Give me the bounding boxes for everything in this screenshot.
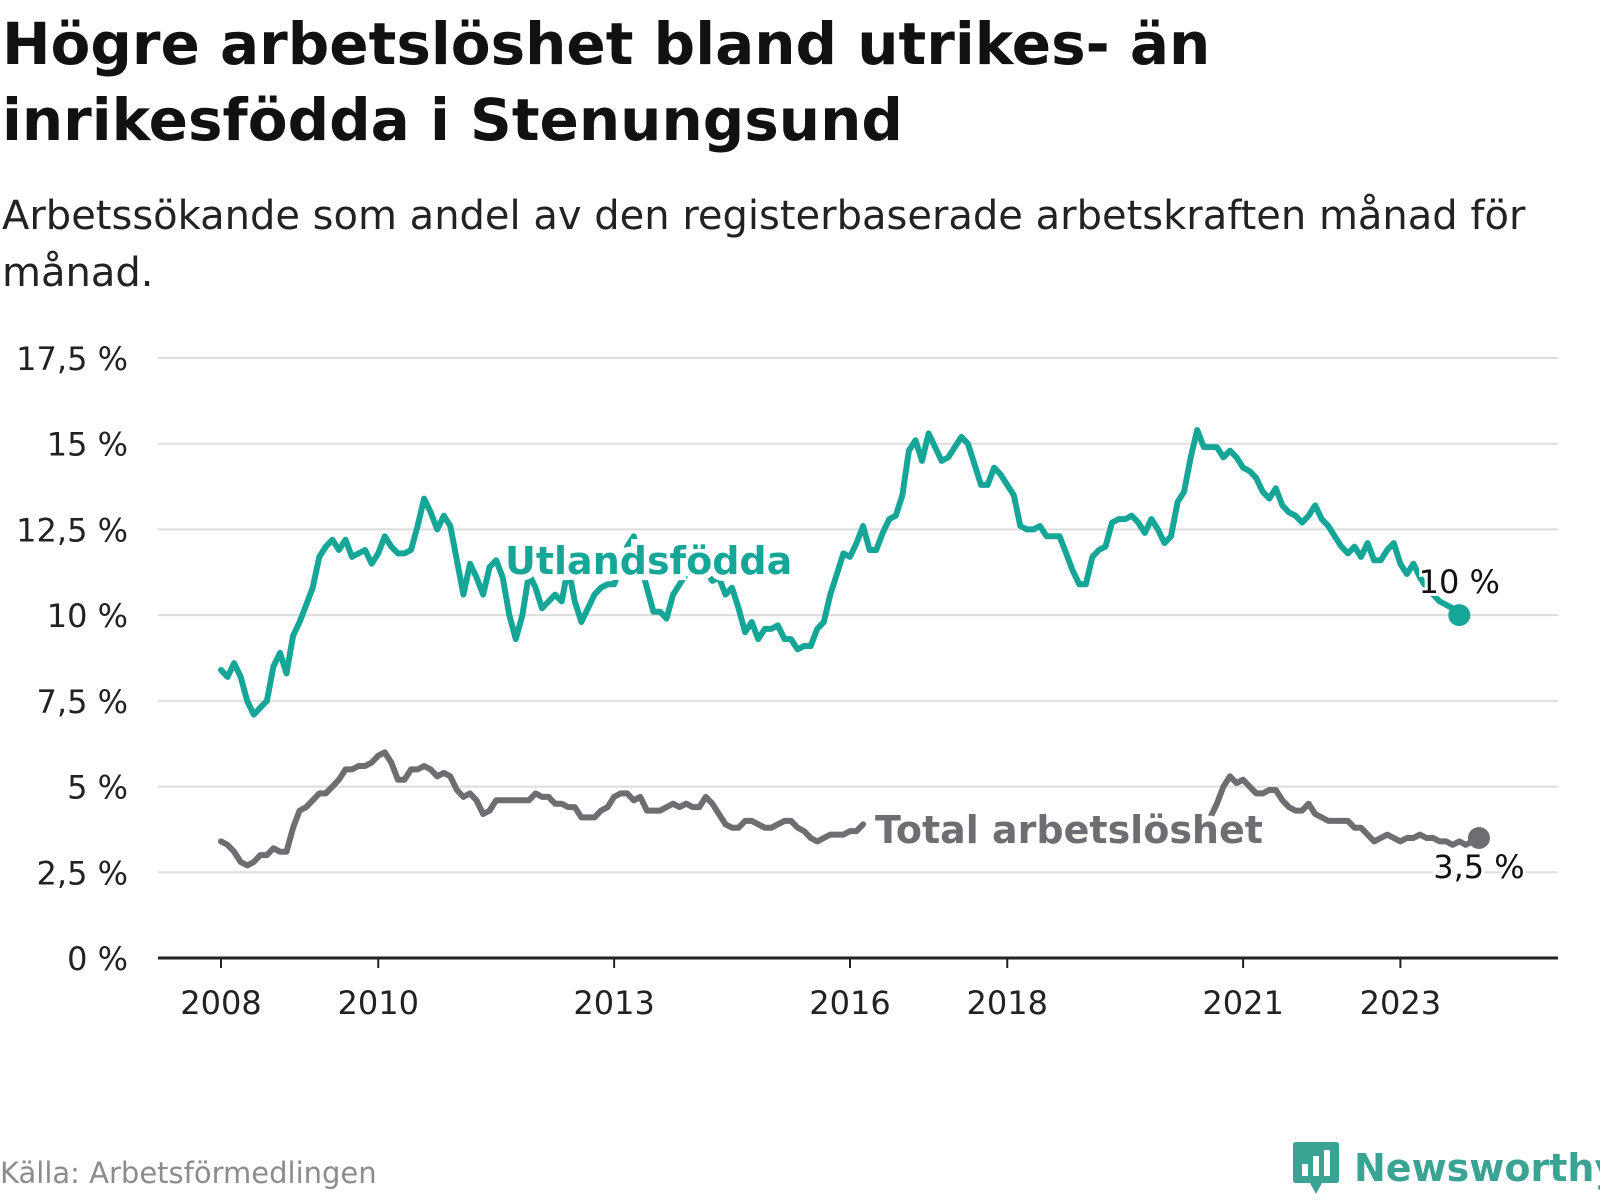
series-end-point-0: [1448, 604, 1471, 627]
x-tick-label: 2018: [967, 984, 1048, 1020]
newsworthy-logo[interactable]: Newsworthy: [1292, 1140, 1600, 1196]
x-tick-label: 2023: [1360, 984, 1441, 1020]
series-lines: [218, 427, 1490, 869]
chart-subtitle: Arbetssökande som andel av den registerb…: [2, 193, 1526, 296]
brand-name: Newsworthy: [1354, 1146, 1600, 1190]
x-tick-label: 2010: [338, 984, 419, 1020]
bar-chart-icon: [1293, 1142, 1339, 1194]
series-end-label-1: 3,5 %: [1433, 848, 1524, 886]
series-line-1: [218, 749, 1482, 869]
x-tick-label: 2016: [809, 984, 890, 1020]
line-chart: 0 % 2,5 % 5 % 7,5 % 10 % 12,5 % 15 % 17,5 % 200…: [16, 340, 1558, 1020]
y-tick-label: 5 %: [67, 769, 128, 807]
series-labels: 10 % Utlandsfödda 3,5 % Total arbetslöshet: [499, 533, 1528, 889]
y-tick-label: 12,5 %: [16, 511, 128, 549]
y-gridlines: [158, 357, 1558, 874]
y-axis: 0 % 2,5 % 5 % 7,5 % 10 % 12,5 % 15 % 17,5 %: [16, 340, 128, 978]
y-tick-label: 7,5 %: [37, 683, 128, 721]
x-tick-label: 2021: [1202, 984, 1283, 1020]
x-axis: 2008 2010 2013 2016 2018 2021 2023: [158, 956, 1558, 1020]
y-tick-label: 0 %: [67, 940, 128, 978]
y-tick-label: 10 %: [47, 597, 128, 635]
series-line-0: [218, 427, 1463, 718]
y-tick-label: 17,5 %: [16, 340, 128, 378]
series-end-point-1: [1467, 827, 1490, 849]
chart-title: Högre arbetslöshet bland utrikes- än inr…: [2, 10, 1211, 154]
x-tick-label: 2013: [573, 984, 654, 1020]
y-tick-label: 15 %: [47, 426, 128, 464]
source-note: Källa: Arbetsförmedlingen: [0, 1156, 377, 1190]
series-name-label-0: Utlandsfödda: [505, 539, 792, 583]
series-end-label-0: 10 %: [1419, 563, 1500, 601]
x-tick-label: 2008: [180, 984, 261, 1020]
y-tick-label: 2,5 %: [37, 854, 128, 892]
series-name-label-1: Total arbetslöshet: [875, 808, 1263, 852]
